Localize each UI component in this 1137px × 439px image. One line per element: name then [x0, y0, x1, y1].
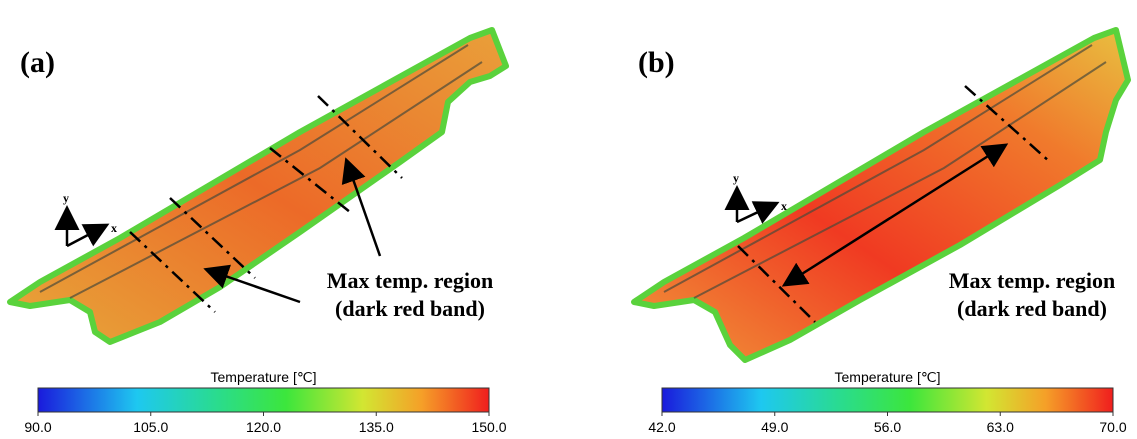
annotation: (dark red band) [957, 296, 1107, 321]
tick-label: 63.0 [987, 419, 1014, 435]
groove [39, 44, 469, 293]
cut-line [269, 147, 351, 213]
colorbar-title: Temperature [℃] [835, 369, 941, 385]
panel-label: (a) [20, 46, 55, 79]
colorbar [37, 387, 490, 413]
tick-label: 42.0 [648, 419, 675, 435]
cut-line [964, 85, 1051, 163]
annotation: (dark red band) [335, 296, 485, 321]
colorbar [661, 387, 1114, 413]
panel-label: (b) [638, 46, 675, 79]
tick-label: 49.0 [761, 419, 788, 435]
axis-label: x [781, 199, 787, 213]
annotation: Max temp. region [949, 268, 1115, 293]
annotation: Max temp. region [327, 268, 493, 293]
panel-a: (a) y x Max temp. region (dark red band) [7, 27, 509, 345]
cut-line [169, 197, 256, 279]
tick-label: 56.0 [874, 419, 901, 435]
tick-label: 150.0 [471, 419, 506, 435]
axis-arrow [736, 201, 780, 224]
cut-line [129, 231, 216, 313]
arrow [341, 157, 382, 257]
tick-label: 120.0 [246, 419, 281, 435]
arrow [203, 264, 301, 304]
colorbar-title: Temperature [℃] [211, 369, 317, 385]
axis-label: y [63, 191, 69, 205]
cut-line [737, 245, 816, 323]
tick-label: 70.0 [1099, 419, 1126, 435]
arrow [781, 143, 1009, 287]
tick-label: 105.0 [133, 419, 168, 435]
axis-arrow [66, 223, 110, 248]
cut-line [317, 95, 403, 179]
tick-label: 90.0 [24, 419, 51, 435]
panel-b: (b) y x Max temp. region (dark red band) [631, 27, 1131, 363]
axis-label: y [733, 171, 739, 185]
tick-label: 135.0 [359, 419, 394, 435]
axis-label: x [111, 221, 117, 235]
